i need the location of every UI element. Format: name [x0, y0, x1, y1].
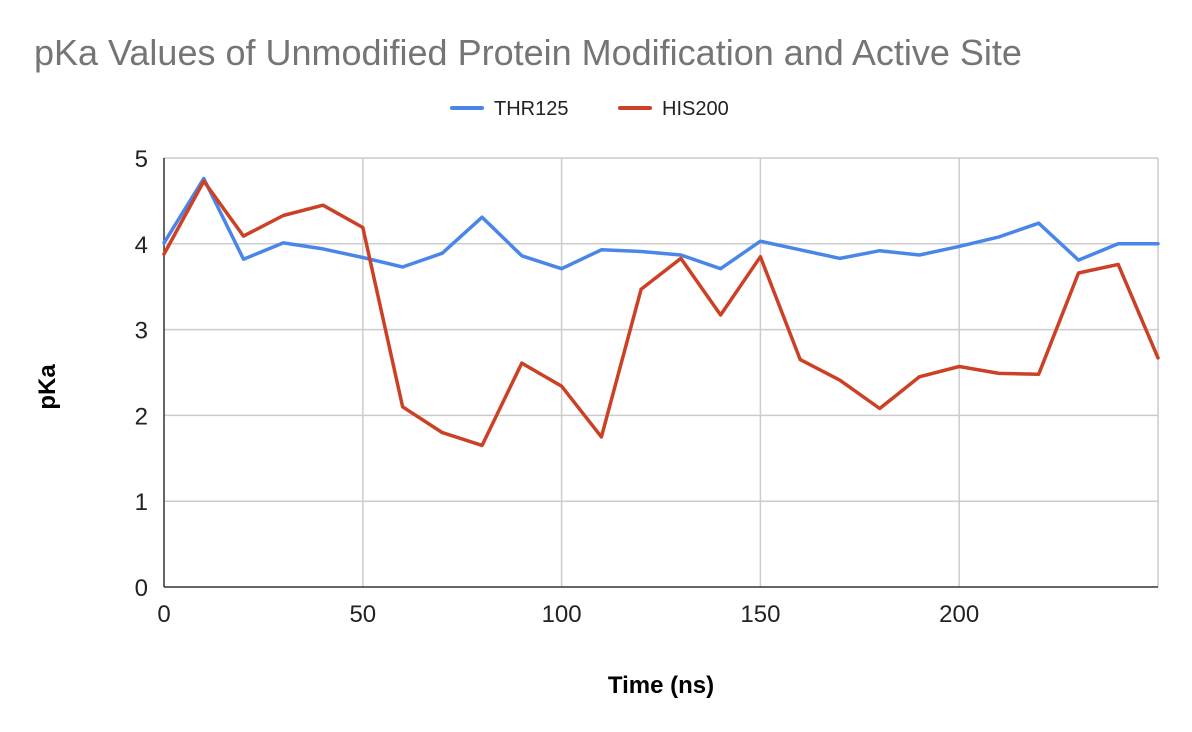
y-tick-label: 4: [135, 232, 148, 259]
series-line-thr125: [162, 176, 1160, 271]
legend: THR125 HIS200: [450, 98, 729, 120]
x-tick-label: 200: [939, 601, 979, 628]
x-axis-title: Time (ns): [608, 672, 714, 699]
x-tick-label: 50: [349, 601, 376, 628]
legend-item-his200: HIS200: [618, 98, 729, 120]
x-tick-label: 150: [740, 601, 780, 628]
y-tick-label: 2: [135, 403, 148, 430]
y-tick-labels: 0 1 2 3 4 5: [135, 146, 148, 602]
axes: [163, 158, 1158, 588]
legend-item-thr125: THR125: [450, 98, 568, 120]
series-line-his200: [162, 179, 1160, 448]
y-tick-label: 0: [135, 575, 148, 602]
series-lines: [162, 176, 1160, 448]
x-tick-labels: 0 50 100 150 200: [157, 601, 979, 628]
x-tick-label: 100: [542, 601, 582, 628]
legend-label: THR125: [494, 98, 568, 120]
legend-label: HIS200: [662, 98, 729, 120]
grid: [164, 157, 1159, 587]
y-axis-title: pKa: [34, 364, 61, 410]
x-tick-label: 0: [157, 601, 170, 628]
chart-title: pKa Values of Unmodified Protein Modific…: [34, 32, 1022, 73]
y-tick-label: 1: [135, 489, 148, 516]
y-tick-label: 3: [135, 318, 148, 345]
y-tick-label: 5: [135, 146, 148, 173]
